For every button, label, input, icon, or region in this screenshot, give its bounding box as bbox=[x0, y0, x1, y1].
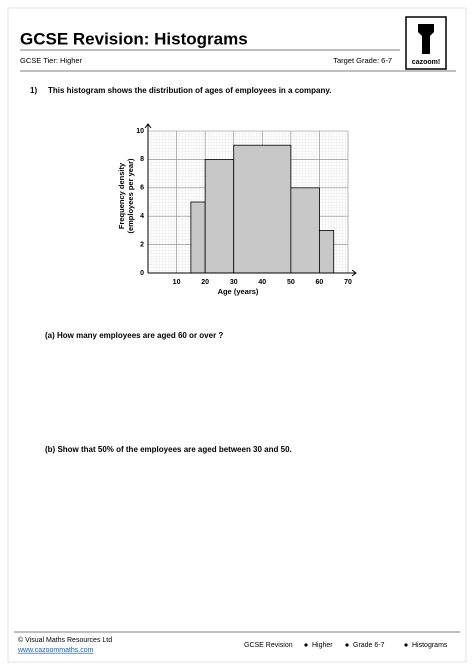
y-tick-label: 4 bbox=[140, 213, 144, 220]
logo-text: cazoom! bbox=[412, 59, 440, 66]
y-axis-label: (employees per year) bbox=[126, 158, 135, 234]
x-tick-label: 20 bbox=[201, 279, 209, 286]
bar bbox=[319, 229, 335, 274]
x-axis-label: Age (years) bbox=[218, 287, 259, 296]
histogram: 10 20 30 40 50 60 70 0 2 4 6 8 10 Age (years) Frequenc… bbox=[117, 123, 357, 296]
logo-icon bbox=[418, 24, 434, 54]
x-tick-label: 40 bbox=[258, 279, 266, 286]
x-tick-label: 60 bbox=[316, 279, 324, 286]
part-a: (a) How many employees are aged 60 or ov… bbox=[45, 331, 223, 340]
page-frame bbox=[7, 7, 467, 663]
bar bbox=[190, 201, 206, 274]
question-number: 1) bbox=[30, 86, 37, 95]
question-text: This histogram shows the distribution of… bbox=[48, 86, 331, 95]
y-tick-label: 8 bbox=[140, 156, 144, 163]
y-tick-label: 6 bbox=[140, 185, 144, 192]
bullet bbox=[304, 643, 308, 647]
website-link[interactable]: www.cazoommaths.com bbox=[17, 647, 94, 654]
x-tick-label: 10 bbox=[173, 279, 181, 286]
footer-tags: GCSE Revision Higher Grade 6-7 Histograms bbox=[244, 642, 448, 649]
footer-tag: GCSE Revision bbox=[244, 642, 293, 649]
bar bbox=[204, 158, 235, 274]
y-axis-label: Frequency density bbox=[117, 162, 126, 229]
y-tick-label: 2 bbox=[140, 241, 144, 248]
footer-tag: Higher bbox=[312, 642, 333, 649]
x-tick-label: 30 bbox=[230, 279, 238, 286]
x-axis bbox=[148, 269, 357, 277]
title: GCSE Revision: Histograms bbox=[20, 29, 248, 48]
x-tick-label: 50 bbox=[287, 279, 295, 286]
footer-tag: Histograms bbox=[412, 642, 448, 649]
y-tick-label: 0 bbox=[140, 270, 144, 277]
y-tick-label: 10 bbox=[136, 128, 144, 135]
y-axis bbox=[144, 123, 152, 273]
x-tick-label: 70 bbox=[344, 279, 352, 286]
copyright: © Visual Maths Resources Ltd bbox=[18, 636, 112, 644]
footer-tag: Grade 6-7 bbox=[353, 642, 385, 649]
bar bbox=[233, 144, 292, 274]
bullet bbox=[404, 643, 408, 647]
tier: GCSE Tier: Higher bbox=[20, 56, 83, 65]
bar bbox=[290, 187, 320, 274]
part-b: (b) Show that 50% of the employees are a… bbox=[45, 445, 292, 454]
grade: Target Grade: 6-7 bbox=[333, 56, 392, 65]
bullet bbox=[345, 643, 349, 647]
